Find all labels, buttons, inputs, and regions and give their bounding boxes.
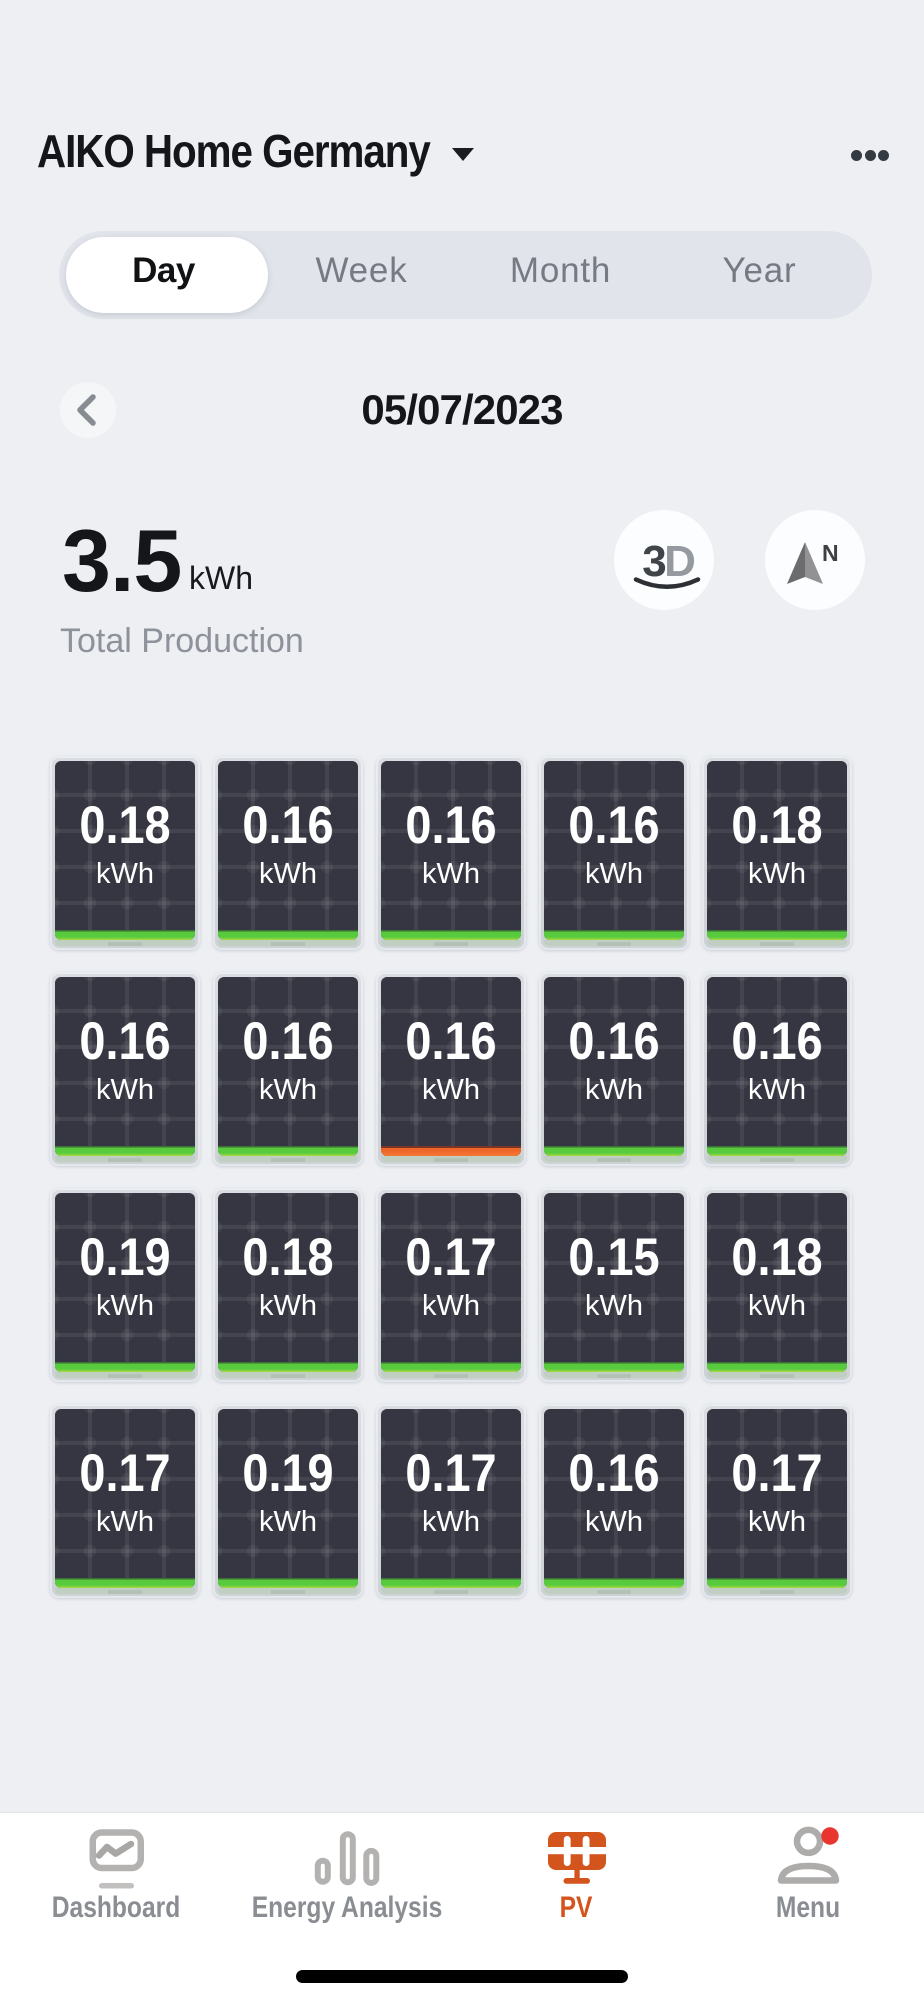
svg-text:3: 3	[642, 537, 665, 586]
svg-text:N: N	[822, 540, 839, 566]
svg-text:D: D	[664, 537, 696, 586]
